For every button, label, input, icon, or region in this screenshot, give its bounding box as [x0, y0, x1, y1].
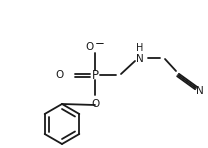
Text: O: O — [86, 42, 94, 52]
Text: −: − — [95, 37, 105, 49]
Text: P: P — [92, 69, 99, 82]
Text: O: O — [92, 99, 100, 109]
Text: N: N — [136, 54, 144, 64]
Text: H: H — [136, 43, 144, 53]
Text: N: N — [196, 86, 204, 96]
Text: O: O — [56, 70, 64, 80]
